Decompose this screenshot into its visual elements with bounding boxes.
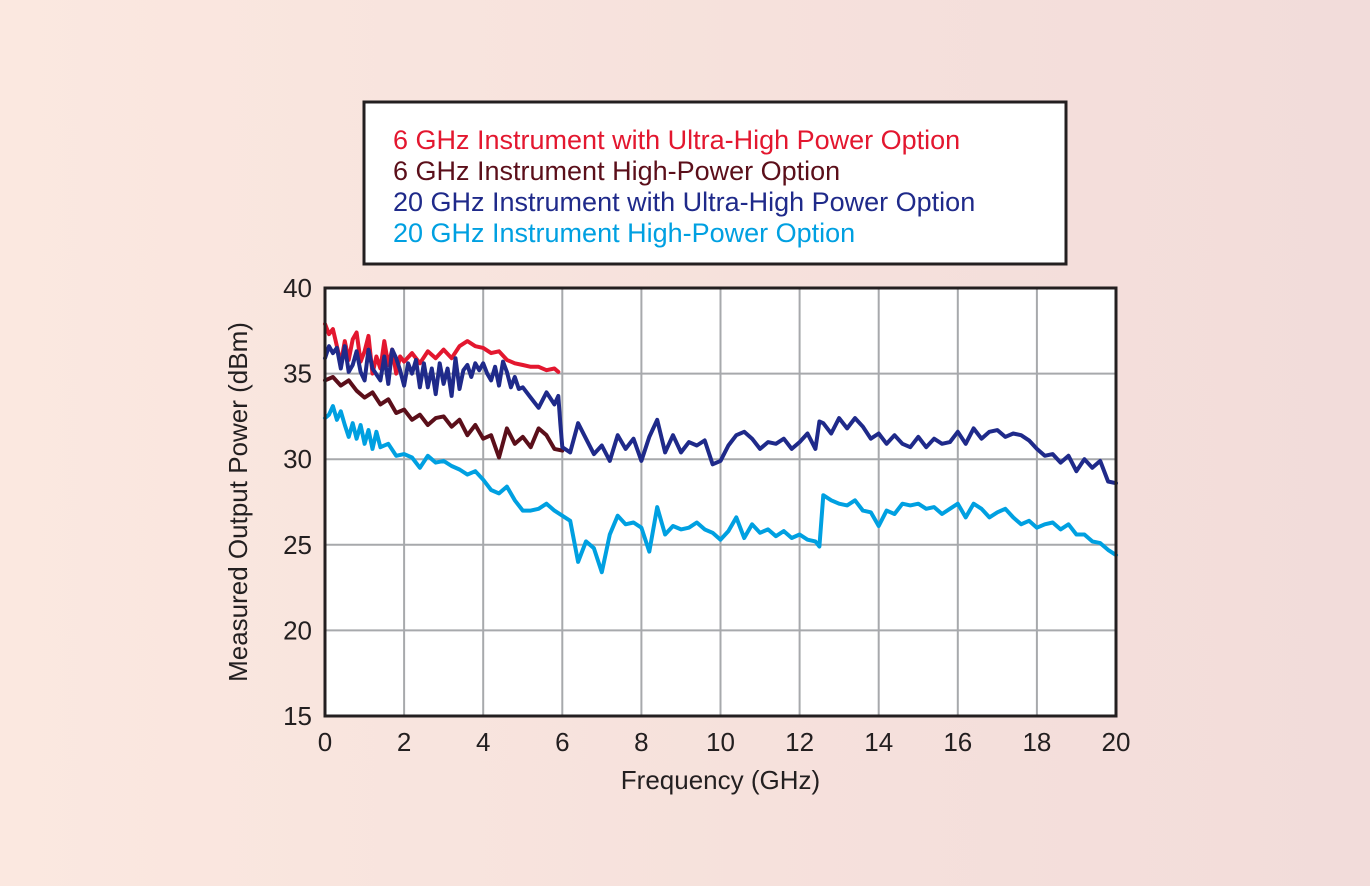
y-tick-label: 25: [283, 530, 312, 560]
x-tick-label: 4: [476, 727, 490, 757]
x-axis-title: Frequency (GHz): [621, 765, 820, 795]
x-tick-label: 0: [318, 727, 332, 757]
x-tick-label: 2: [397, 727, 411, 757]
legend: 6 GHz Instrument with Ultra-High Power O…: [362, 100, 1068, 266]
x-tick-label: 10: [706, 727, 735, 757]
series-line-1: [323, 322, 561, 376]
legend-entry-series-3: 20 GHz Instrument with Ultra-High Power …: [393, 187, 975, 217]
x-tick-label: 14: [864, 727, 893, 757]
y-tick-label: 15: [283, 701, 312, 731]
legend-entry-series-1: 6 GHz Instrument with Ultra-High Power O…: [393, 125, 960, 155]
y-tick-label: 35: [283, 359, 312, 389]
x-tick-label: 8: [634, 727, 648, 757]
legend-entry-series-4: 20 GHz Instrument High-Power Option: [393, 218, 855, 248]
y-axis-title: Measured Output Power (dBm): [223, 322, 253, 682]
y-tick-label: 40: [283, 273, 312, 303]
data-series: [323, 322, 1118, 575]
legend-entry-series-2: 6 GHz Instrument High-Power Option: [393, 156, 840, 186]
x-tick-label: 20: [1102, 727, 1131, 757]
series-line-4: [323, 404, 1118, 575]
x-tick-label: 16: [943, 727, 972, 757]
x-tick-label: 12: [785, 727, 814, 757]
plot-border: [323, 286, 1118, 718]
x-tick-label: 6: [555, 727, 569, 757]
y-axis-ticks: 15 20 25 30 35 40: [283, 273, 312, 731]
x-tick-label: 18: [1022, 727, 1051, 757]
series-line-2: [323, 375, 565, 460]
y-tick-label: 30: [283, 444, 312, 474]
legend-box: [362, 100, 1068, 266]
series-line-3: [323, 344, 1118, 486]
y-tick-label: 20: [283, 615, 312, 645]
x-axis-ticks: 0 2 4 6 8 10 12 14 16 18 20: [318, 727, 1131, 757]
